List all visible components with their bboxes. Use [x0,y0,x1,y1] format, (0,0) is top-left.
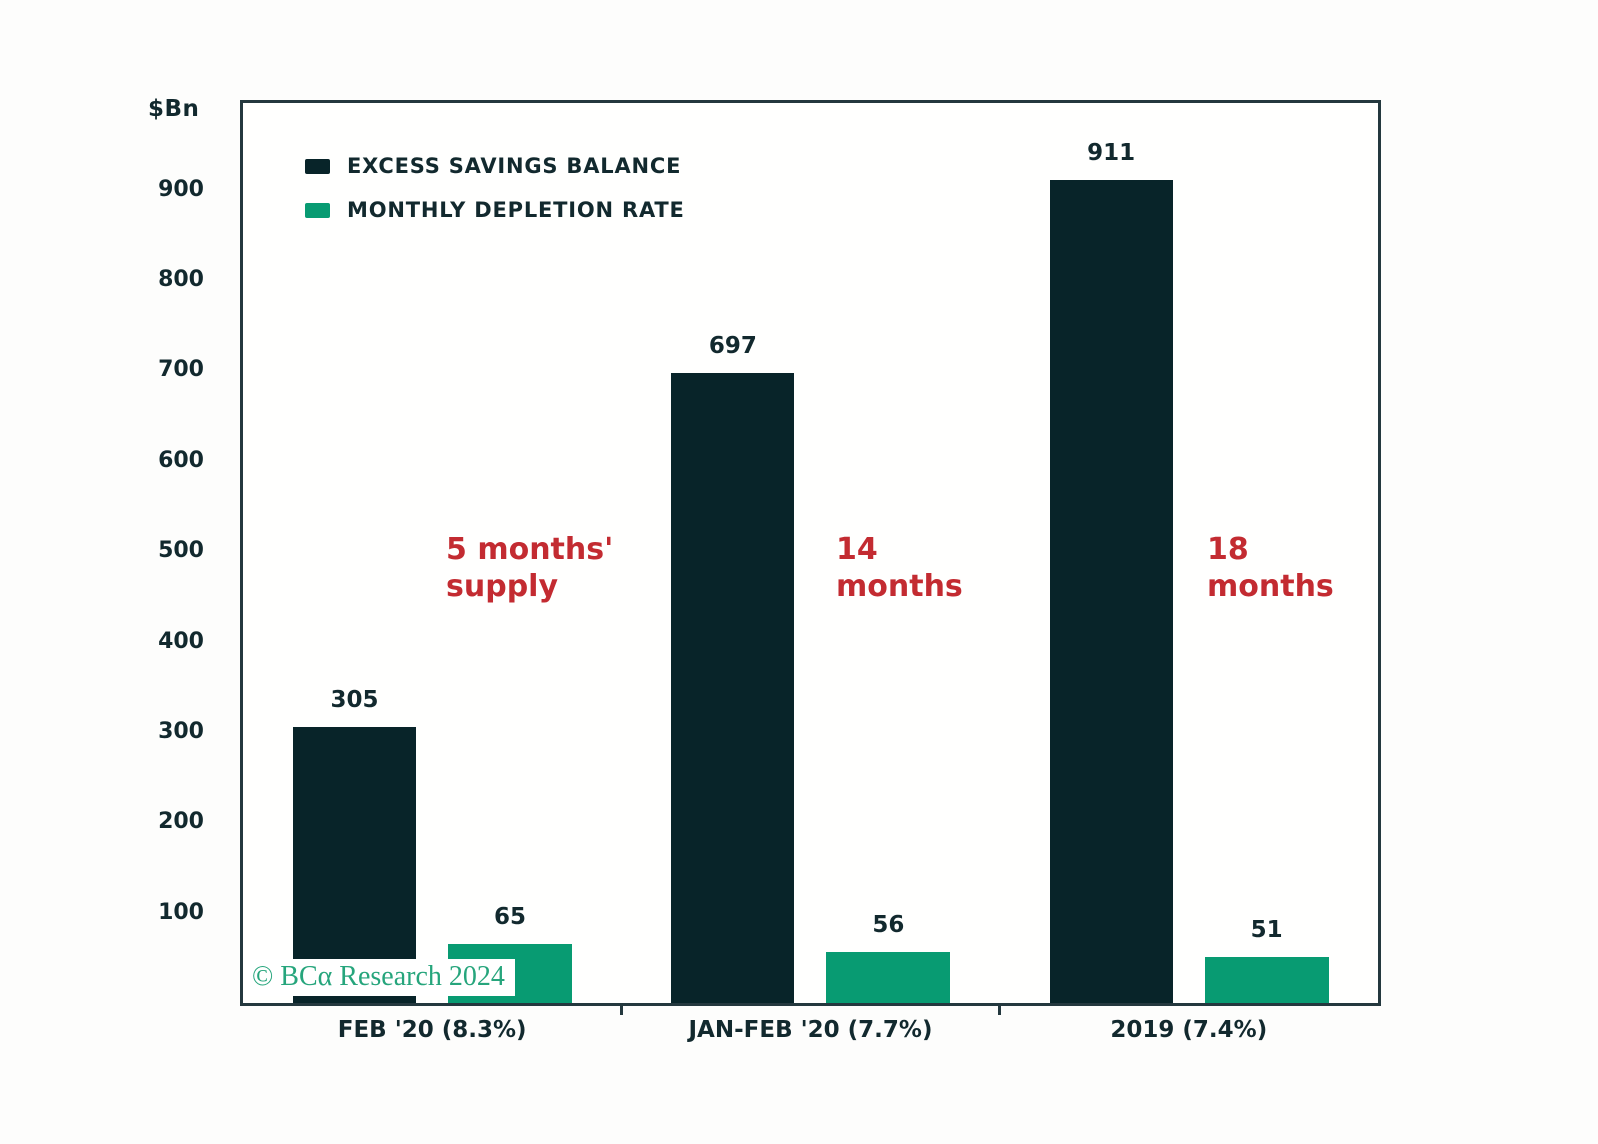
y-axis-tick-label: 700 [158,357,204,383]
y-axis-tick-label: 600 [158,447,204,473]
watermark: © BCα Research 2024 [246,959,515,996]
x-axis-tick-mark [619,1003,623,1015]
x-axis-category-label: JAN-FEB '20 (7.7%) [688,1017,933,1043]
bar-excess-savings [1049,179,1173,1003]
legend-label-monthly-depletion-rate: MONTHLY DEPLETION RATE [347,198,685,222]
bar-value-label: 56 [872,912,905,939]
legend-item-excess-savings-balance: EXCESS SAVINGS BALANCE [305,153,685,179]
bar-excess-savings [293,727,416,1003]
bar-depletion-rate [826,952,951,1003]
annotation-line: months [836,569,963,604]
bar-depletion-rate [1204,956,1329,1003]
bar-value-label: 51 [1250,916,1283,943]
bar-value-label: 911 [1087,139,1136,166]
y-axis-tick-label: 200 [158,809,204,835]
x-axis-category-label: 2019 (7.4%) [1110,1017,1268,1043]
plot-area: EXCESS SAVINGS BALANCE MONTHLY DEPLETION… [240,100,1381,1006]
y-axis-tick-label: 500 [158,538,204,564]
x-axis-tick-mark [998,1003,1002,1015]
legend-item-monthly-depletion-rate: MONTHLY DEPLETION RATE [305,197,685,223]
annotation-line: 18 [1207,532,1249,567]
annotation-line: 5 months' [446,532,614,567]
y-axis-unit-label: $Bn [148,96,200,122]
bar-value-label: 697 [708,333,757,360]
y-axis-tick-label: 400 [158,628,204,654]
y-axis-tick-label: 100 [158,899,204,925]
bar-excess-savings [671,373,795,1003]
y-axis-tick-label: 300 [158,718,204,744]
annotation-line: supply [446,569,559,604]
legend: EXCESS SAVINGS BALANCE MONTHLY DEPLETION… [305,153,685,241]
supply-months-annotation: 18 months [1207,531,1334,605]
bar-value-label: 305 [330,687,379,714]
bar-value-label: 65 [493,904,526,931]
supply-months-annotation: 5 months' supply [446,531,613,605]
y-axis-tick-label: 800 [158,267,204,293]
x-axis-category-label: FEB '20 (8.3%) [337,1017,527,1043]
legend-swatch-monthly-depletion-rate [305,202,330,218]
annotation-line: 14 [836,532,878,567]
legend-label-excess-savings-balance: EXCESS SAVINGS BALANCE [347,154,682,178]
legend-swatch-excess-savings-balance [305,158,330,174]
supply-months-annotation: 14 months [836,531,963,605]
y-axis-tick-label: 900 [158,176,204,202]
annotation-line: months [1207,569,1334,604]
